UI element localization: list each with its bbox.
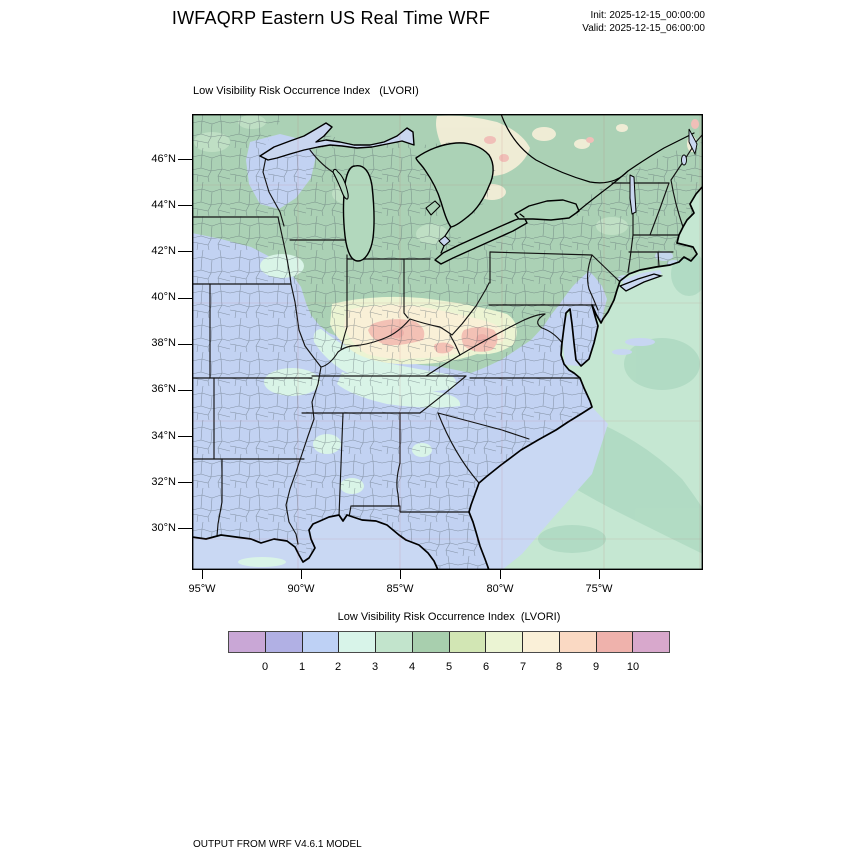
lake-michigan [342,165,375,262]
plot-title: Low Visibility Risk Occurrence Index (LV… [193,85,419,97]
x-axis-tick-mark [202,570,204,579]
graticule-lines [192,114,703,570]
ocean-low-lvori-streaks [612,338,655,355]
lake-superior [259,122,415,161]
coastline [192,185,703,570]
connecting-channels [440,213,525,254]
colorbar-tick-label: 3 [371,661,379,673]
x-axis-tick-label: 90°W [287,583,315,595]
colorbar-cell [523,632,560,652]
model-version-line: OUTPUT FROM WRF V4.6.1 MODEL [193,839,362,850]
y-axis-tick-mark [178,298,192,300]
colorbar-cell [265,632,303,652]
lake-champlain [629,174,637,215]
y-axis-tick-label: 44°N [151,199,176,211]
colorbar-cell [229,632,266,652]
x-axis-tick-mark [400,570,402,579]
y-axis-tick-mark [178,528,192,530]
colorbar-cell [559,632,597,652]
init-time: Init: 2025-12-15_00:00:00 [590,10,705,21]
colorbar-tick-label: 6 [482,661,490,673]
colorbar-cell [412,632,450,652]
y-axis-tick-label: 32°N [151,476,176,488]
lake-st-clair [438,235,451,247]
x-axis-tick-mark [599,570,601,579]
plot-frame [191,113,704,571]
y-axis-tick-label: 34°N [151,430,176,442]
valid-time: Valid: 2025-12-15_06:00:00 [582,23,705,34]
y-axis-tick-label: 46°N [151,153,176,165]
y-axis-tick-mark [178,251,192,253]
y-axis-tick-label: 30°N [151,522,176,534]
colorbar-cell [633,632,669,652]
x-axis-tick-label: 75°W [585,583,613,595]
saginaw-bay [425,200,441,216]
y-axis-tick-mark [178,436,192,438]
colorbar-tick-label: 10 [626,661,640,673]
colorbar-cell [302,632,340,652]
x-axis-tick-mark [500,570,502,579]
y-axis-tick-label: 42°N [151,245,176,257]
gulf-mint-patch [238,557,286,567]
canada-rivers [440,114,695,254]
y-axis-tick-mark [178,159,192,161]
x-axis-tick-label: 85°W [386,583,414,595]
colorbar-cell [376,632,413,652]
new-brunswick-lakes [681,128,698,166]
colorbar-tick-label: 2 [334,661,342,673]
y-axis-tick-mark [178,205,192,207]
lake-erie [434,216,528,265]
x-axis-tick-mark [301,570,303,579]
model-run-times: Init: 2025-12-15_00:00:00 Valid: 2025-12… [582,9,705,35]
colorbar-cell [339,632,376,652]
colorbar-tick-label: 9 [592,661,600,673]
y-axis-tick-mark [178,482,192,484]
colorbar-tick-label: 0 [261,661,269,673]
ottawa-river [500,114,629,184]
colorbar-tick-label: 7 [519,661,527,673]
colorbar-tick-label: 8 [555,661,563,673]
colorbar [228,631,670,653]
great-lakes [259,122,637,265]
page-title: IWFAQRP Eastern US Real Time WRF [171,8,491,28]
colorbar-title: Low Visibility Risk Occurrence Index (LV… [337,611,561,623]
colorbar-cell [486,632,523,652]
x-axis-tick-label: 95°W [188,583,216,595]
y-axis-tick-label: 38°N [151,337,176,349]
colorbar-tick-label: 4 [408,661,416,673]
y-axis-tick-label: 36°N [151,383,176,395]
green-bay [332,168,349,200]
map-area [191,113,704,571]
y-axis-tick-label: 40°N [151,291,176,303]
state-borders [192,133,703,545]
model-info-footer: OUTPUT FROM WRF V4.6.1 MODEL WE = 310 ; … [193,812,586,850]
colorbar-cell [596,632,634,652]
x-axis-tick-label: 80°W [486,583,514,595]
y-axis-tick-mark [178,390,192,392]
gulf-of-mexico-water [192,515,438,570]
long-island [618,273,664,292]
colorbar-cell [449,632,487,652]
chesapeake-bay-water [563,311,580,366]
southeast-nearshore-water [469,407,608,570]
lvori-map-canvas [191,113,704,571]
y-axis-tick-mark [178,344,192,346]
lake-huron [415,142,494,228]
colorbar-tick-label: 1 [298,661,306,673]
colorbar-tick-label: 5 [445,661,453,673]
